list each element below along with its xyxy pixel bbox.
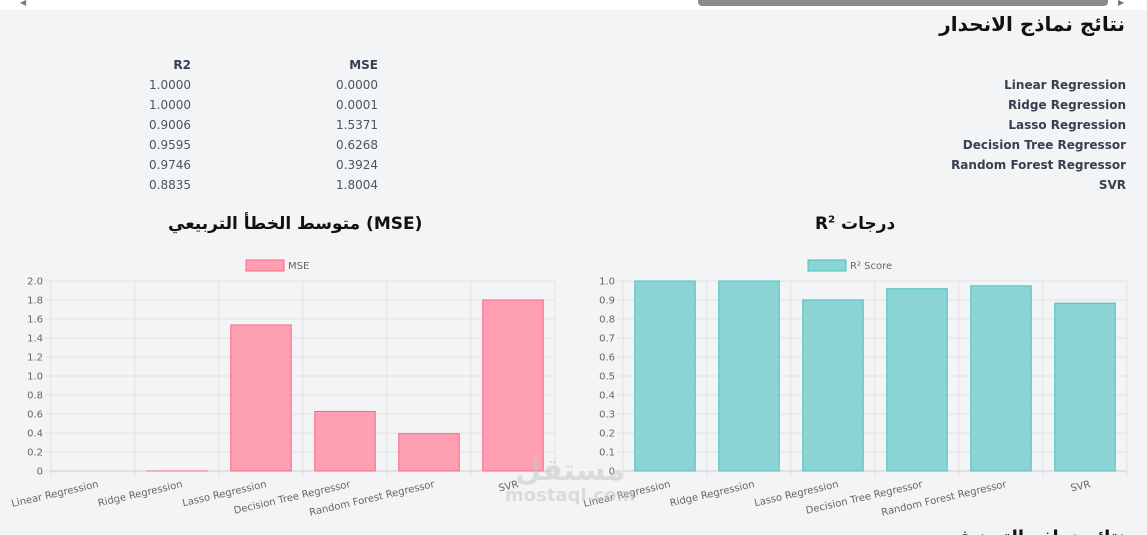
cell-r2: 0.8835 [149, 178, 191, 192]
y-tick-label: 0.6 [599, 353, 615, 364]
bar-6[interactable] [1054, 302, 1116, 472]
y-tick-label: 1.0 [27, 372, 43, 383]
legend-label: R² Score [850, 261, 892, 272]
y-tick-label: 1.8 [27, 296, 43, 307]
bar-3[interactable] [802, 299, 864, 472]
cell-mse: 0.0000 [336, 78, 378, 92]
cell-mse: 0.3924 [336, 158, 378, 172]
y-tick-label: 0.3 [599, 410, 615, 421]
horizontal-scrollbar[interactable]: ◀ ▶ [0, 0, 1147, 10]
cell-model-name: SVR [1098, 178, 1126, 192]
y-tick-label: 0.4 [27, 429, 43, 440]
chart-legend[interactable]: MSE [245, 259, 309, 272]
mse-bar-chart: MSE00.20.40.60.81.01.21.41.61.82.0Linear… [11, 259, 556, 519]
bar-6[interactable] [482, 299, 544, 472]
header-r2: R2 [173, 58, 191, 72]
y-tick-label: 1.6 [27, 315, 43, 326]
bar-4[interactable] [886, 288, 948, 472]
table-row: 1.0000 0.0000 Linear Regression [0, 75, 1128, 95]
bar-5[interactable] [398, 433, 460, 472]
bar-5[interactable] [970, 285, 1032, 472]
cell-model-name: Decision Tree Regressor [962, 138, 1126, 152]
bar-4[interactable] [314, 410, 376, 472]
y-tick-label: 0.5 [599, 372, 615, 383]
legend-swatch [245, 259, 285, 272]
results-table: R2 MSE 1.0000 0.0000 Linear Regression 1.00… [0, 55, 1128, 195]
scrollbar-thumb[interactable] [698, 0, 1108, 6]
cell-mse: 0.0001 [336, 98, 378, 112]
bar-3[interactable] [230, 324, 292, 472]
cell-r2: 1.0000 [149, 98, 191, 112]
watermark-latin: mostaql.com [505, 485, 636, 506]
y-tick-label: 0.7 [599, 334, 615, 345]
x-category-label: SVR [1070, 479, 1092, 494]
watermark: مستقل mostaql.com [505, 455, 635, 505]
watermark-arabic: مستقل [515, 453, 625, 488]
header-mse: MSE [349, 58, 378, 72]
y-tick-label: 1.0 [599, 277, 615, 288]
y-tick-label: 0.2 [599, 429, 615, 440]
y-tick-label: 0.9 [599, 296, 615, 307]
y-tick-label: 0.8 [27, 391, 43, 402]
y-tick-label: 0.4 [599, 391, 615, 402]
y-tick-label: 2.0 [27, 277, 43, 288]
r2-chart-title: درجات R2 [815, 214, 895, 234]
legend-swatch [807, 259, 847, 272]
section-title: نتائج نماذج الانحدار [939, 12, 1125, 36]
r2-bar-chart: R² Score00.10.20.30.40.50.60.70.80.91.0L… [583, 259, 1128, 519]
chart-grid [45, 280, 556, 477]
x-category-label: Ridge Regression [669, 479, 756, 509]
chart-grid [617, 280, 1128, 477]
cell-mse: 1.8004 [336, 178, 378, 192]
table-body: 1.0000 0.0000 Linear Regression 1.0000 0.000… [0, 75, 1128, 195]
table-row: 0.9595 0.6268 Decision Tree Regressor [0, 135, 1128, 155]
mse-chart-title: متوسط الخطأ التربيعي (MSE) [168, 214, 423, 234]
r2-title-symbol: R2 [815, 214, 836, 234]
table-row: 0.8835 1.8004 SVR [0, 175, 1128, 195]
cell-mse: 0.6268 [336, 138, 378, 152]
cell-model-name: Random Forest Regressor [951, 158, 1126, 172]
bar-1[interactable] [634, 280, 696, 472]
bar-2[interactable] [718, 280, 780, 472]
cell-mse: 1.5371 [336, 118, 378, 132]
cell-r2: 1.0000 [149, 78, 191, 92]
y-tick-label: 0.1 [599, 448, 615, 459]
r2-title-prefix: درجات [840, 214, 896, 234]
cell-model-name: Ridge Regression [1007, 98, 1126, 112]
x-category-label: SVR [498, 479, 520, 494]
table-row: 0.9006 1.5371 Lasso Regression [0, 115, 1128, 135]
table-row: 1.0000 0.0001 Ridge Regression [0, 95, 1128, 115]
y-tick-label: 0.8 [599, 315, 615, 326]
y-tick-label: 0.2 [27, 448, 43, 459]
y-tick-label: 0 [37, 467, 43, 478]
scroll-right-icon[interactable]: ▶ [1118, 0, 1125, 7]
table-row: 0.9746 0.3924 Random Forest Regressor [0, 155, 1128, 175]
y-tick-label: 1.4 [27, 334, 43, 345]
y-tick-label: 1.2 [27, 353, 43, 364]
y-tick-label: 0 [609, 467, 615, 478]
cell-r2: 0.9746 [149, 158, 191, 172]
scroll-left-icon[interactable]: ◀ [20, 0, 27, 7]
cell-r2: 0.9006 [149, 118, 191, 132]
next-section-title: نتائج نماذج التصنيف [950, 527, 1125, 535]
table-header: R2 MSE [0, 55, 1128, 75]
cell-r2: 0.9595 [149, 138, 191, 152]
chart-legend[interactable]: R² Score [807, 259, 892, 272]
cell-model-name: Linear Regression [1004, 78, 1126, 92]
y-tick-label: 0.6 [27, 410, 43, 421]
legend-label: MSE [288, 261, 309, 272]
cell-model-name: Lasso Regression [1008, 118, 1126, 132]
